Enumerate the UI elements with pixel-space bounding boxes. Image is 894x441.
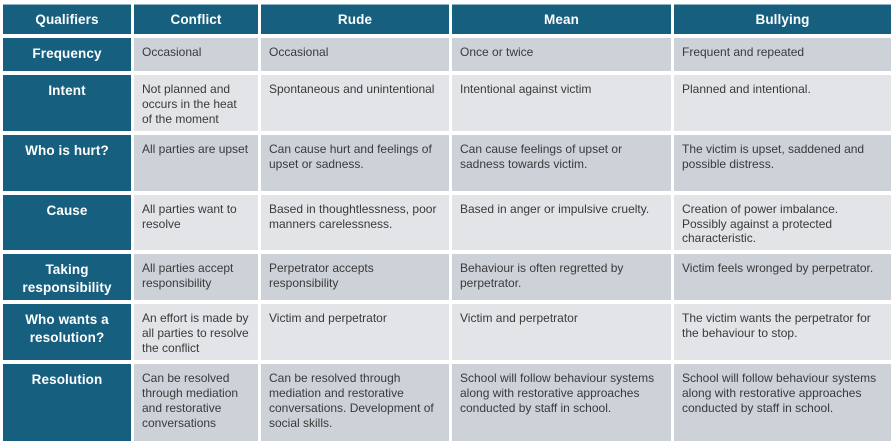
row-label-who-wants-resolution: Who wants a resolution?	[3, 304, 131, 360]
cell-cause-bullying: Creation of power imbalance. Possibly ag…	[674, 194, 891, 251]
cell-who-is-hurt-bullying: The victim is upset, saddened and possib…	[674, 134, 891, 191]
table-row-cause: Cause All parties want to resolve Based …	[3, 194, 891, 251]
row-label-who-is-hurt: Who is hurt?	[3, 134, 131, 191]
cell-cause-rude: Based in thoughtlessness, poor manners c…	[261, 194, 449, 251]
cell-who-wants-resolution-conflict: An effort is made by all parties to reso…	[134, 304, 258, 360]
cell-frequency-mean: Once or twice	[452, 38, 671, 71]
table-row-intent: Intent Not planned and occurs in the hea…	[3, 75, 891, 131]
cell-frequency-conflict: Occasional	[134, 38, 258, 71]
table-row-who-wants-resolution: Who wants a resolution? An effort is mad…	[3, 304, 891, 360]
cell-intent-rude: Spontaneous and unintentional	[261, 75, 449, 131]
cell-resolution-rude: Can be resolved through mediation and re…	[261, 363, 449, 441]
cell-who-is-hurt-mean: Can cause feelings of upset or sadness t…	[452, 134, 671, 191]
cell-cause-conflict: All parties want to resolve	[134, 194, 258, 251]
row-label-taking-responsibility: Taking responsibility	[3, 254, 131, 301]
cell-who-wants-resolution-bullying: The victim wants the perpetrator for the…	[674, 304, 891, 360]
row-label-resolution: Resolution	[3, 363, 131, 441]
header-row: Qualifiers Conflict Rude Mean Bullying	[3, 4, 891, 34]
cell-resolution-conflict: Can be resolved through mediation and re…	[134, 363, 258, 441]
cell-resolution-bullying: School will follow behaviour systems alo…	[674, 363, 891, 441]
cell-frequency-rude: Occasional	[261, 38, 449, 71]
cell-who-is-hurt-rude: Can cause hurt and feelings of upset or …	[261, 134, 449, 191]
cell-taking-responsibility-bullying: Victim feels wronged by perpetrator.	[674, 254, 891, 301]
cell-resolution-mean: School will follow behaviour systems alo…	[452, 363, 671, 441]
cell-cause-mean: Based in anger or impulsive cruelty.	[452, 194, 671, 251]
cell-who-wants-resolution-mean: Victim and perpetrator	[452, 304, 671, 360]
row-label-intent: Intent	[3, 75, 131, 131]
table-row-resolution: Resolution Can be resolved through media…	[3, 363, 891, 441]
cell-intent-conflict: Not planned and occurs in the heat of th…	[134, 75, 258, 131]
cell-who-is-hurt-conflict: All parties are upset	[134, 134, 258, 191]
table-row-taking-responsibility: Taking responsibility All parties accept…	[3, 254, 891, 301]
cell-intent-bullying: Planned and intentional.	[674, 75, 891, 131]
row-label-cause: Cause	[3, 194, 131, 251]
column-header-qualifiers: Qualifiers	[3, 4, 131, 34]
column-header-bullying: Bullying	[674, 4, 891, 34]
row-label-frequency: Frequency	[3, 38, 131, 71]
table-row-who-is-hurt: Who is hurt? All parties are upset Can c…	[3, 134, 891, 191]
cell-frequency-bullying: Frequent and repeated	[674, 38, 891, 71]
column-header-rude: Rude	[261, 4, 449, 34]
cell-taking-responsibility-mean: Behaviour is often regretted by perpetra…	[452, 254, 671, 301]
cell-taking-responsibility-conflict: All parties accept responsibility	[134, 254, 258, 301]
table-row-frequency: Frequency Occasional Occasional Once or …	[3, 38, 891, 71]
cell-intent-mean: Intentional against victim	[452, 75, 671, 131]
cell-who-wants-resolution-rude: Victim and perpetrator	[261, 304, 449, 360]
cell-taking-responsibility-rude: Perpetrator accepts responsibility	[261, 254, 449, 301]
column-header-conflict: Conflict	[134, 4, 258, 34]
column-header-mean: Mean	[452, 4, 671, 34]
